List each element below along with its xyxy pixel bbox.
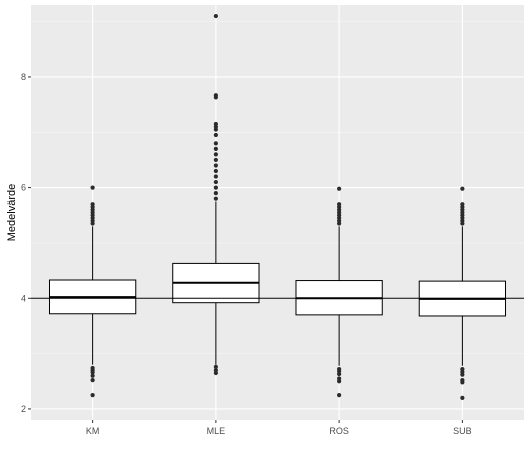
outlier-point xyxy=(213,196,218,201)
outlier-point xyxy=(213,163,218,168)
outlier-point xyxy=(460,186,465,191)
outlier-point xyxy=(337,366,342,372)
outlier-point xyxy=(460,395,465,400)
y-tick-label: 8 xyxy=(21,72,26,82)
outlier-point xyxy=(213,368,218,373)
outlier-point xyxy=(90,373,95,378)
outlier-point xyxy=(90,185,95,190)
outlier-point xyxy=(337,186,342,191)
y-tick-label: 6 xyxy=(21,183,26,193)
outlier-point xyxy=(460,202,465,207)
outlier-point xyxy=(213,168,218,174)
box-layer xyxy=(48,13,507,400)
outlier-point xyxy=(460,378,465,383)
outlier-point xyxy=(213,191,218,196)
outlier-point xyxy=(90,378,95,383)
y-tick-label: 4 xyxy=(21,293,26,303)
outlier-point xyxy=(213,121,218,127)
outlier-point xyxy=(213,13,218,19)
y-tick-label: 2 xyxy=(21,404,26,414)
axis-layer: 2 4 6 8 KM MLE ROS SUB xyxy=(21,72,472,436)
plot-panel xyxy=(31,5,524,420)
outlier-point xyxy=(213,146,218,151)
outlier-point xyxy=(90,202,95,207)
outlier-point xyxy=(213,152,218,157)
outlier-point xyxy=(213,185,218,190)
outlier-point xyxy=(337,202,342,207)
outlier-point xyxy=(337,376,342,381)
x-tick-label: KM xyxy=(86,426,100,436)
x-tick-label: MLE xyxy=(207,426,226,436)
outlier-point xyxy=(337,393,342,398)
outlier-point xyxy=(90,365,95,371)
outlier-point xyxy=(213,174,218,179)
box-group-mle xyxy=(172,13,260,376)
box-group-km xyxy=(48,185,137,398)
outlier-point xyxy=(213,179,218,185)
outlier-point xyxy=(213,364,218,369)
outlier-point xyxy=(213,157,218,163)
x-tick-label: SUB xyxy=(453,426,472,436)
outlier-point xyxy=(460,366,465,372)
x-tick-label: ROS xyxy=(329,426,349,436)
outlier-point xyxy=(90,393,95,398)
y-axis-title: Medelvärde xyxy=(6,184,18,241)
outlier-point xyxy=(213,132,218,138)
outlier-point xyxy=(213,141,218,146)
outlier-point xyxy=(213,93,218,98)
